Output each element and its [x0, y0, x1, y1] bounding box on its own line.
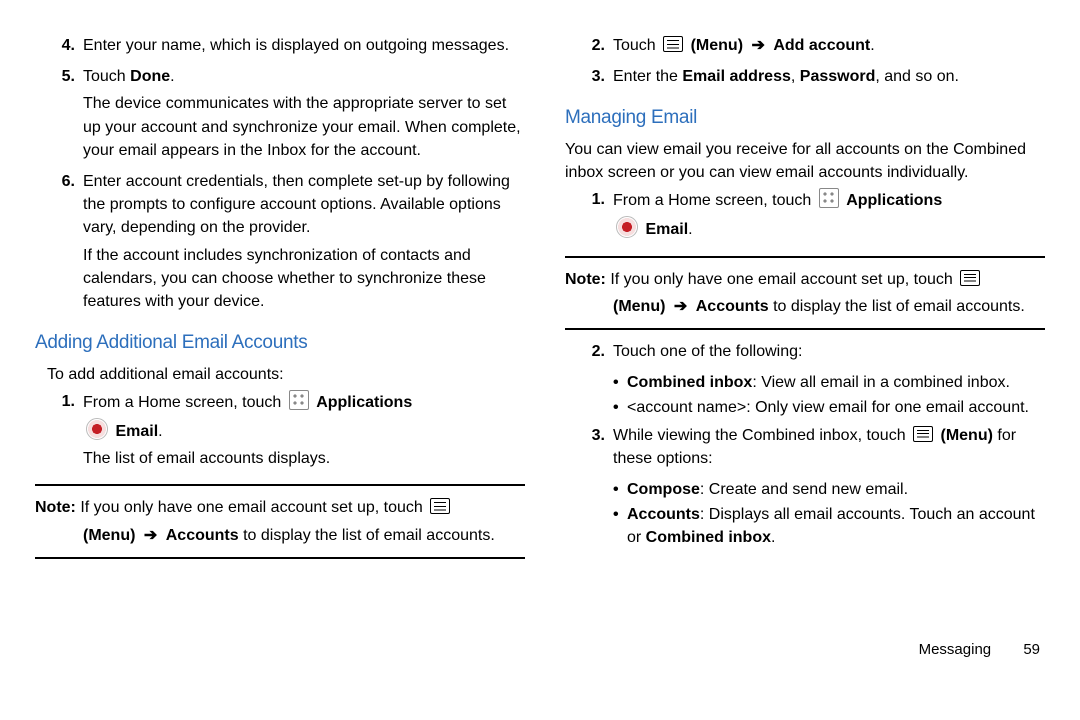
- bullet-text: Combined inbox: View all email in a comb…: [627, 371, 1045, 394]
- step-body: While viewing the Combined inbox, touch …: [613, 424, 1045, 474]
- page-footer: Messaging 59: [919, 641, 1040, 658]
- step-body: Enter your name, which is displayed on o…: [83, 34, 525, 61]
- steps-add: 1.From a Home screen, touch Applications…: [35, 390, 525, 475]
- step-text: Touch (Menu) ➔ Add account.: [613, 34, 1045, 57]
- step: 4. Enter your name, which is displayed on…: [53, 34, 525, 61]
- bullet-mark: •: [613, 478, 627, 501]
- step-body: Touch one of the following:: [613, 340, 1045, 367]
- step-body: From a Home screen, touch Applications E…: [83, 390, 525, 475]
- step-text: While viewing the Combined inbox, touch …: [613, 424, 1045, 470]
- step-body: Enter account credentials, then complete…: [83, 170, 525, 317]
- step-text: If the account includes synchronization …: [83, 244, 525, 314]
- page: 4. Enter your name, which is displayed on…: [0, 0, 1080, 680]
- bullet-item: •Accounts: Displays all email accounts. …: [613, 503, 1045, 549]
- step-body: From a Home screen, touch Applications E…: [613, 188, 1045, 245]
- rule-1: [35, 484, 525, 486]
- note-left-line2: (Menu) ➔ Accounts to display the list of…: [83, 524, 525, 547]
- bullet-text: Accounts: Displays all email accounts. T…: [627, 503, 1045, 549]
- email-icon: [616, 216, 638, 238]
- email-icon: [86, 418, 108, 440]
- step-number: 5.: [53, 65, 75, 166]
- steps-manage2: 2.Touch one of the following:•Combined i…: [565, 340, 1045, 550]
- rule-3: [565, 256, 1045, 258]
- left-column: 4. Enter your name, which is displayed on…: [20, 30, 540, 660]
- step-text: From a Home screen, touch Applications: [83, 390, 525, 414]
- step-number: 1.: [583, 188, 605, 245]
- steps-manage1: 1.From a Home screen, touch Applications…: [565, 188, 1045, 245]
- step: 5. Touch Done. The device communicates wit…: [53, 65, 525, 166]
- apps-icon: [819, 188, 839, 208]
- footer-chapter: Messaging: [919, 641, 992, 658]
- note-right-line1: Note: If you only have one email account…: [565, 268, 1045, 291]
- menu-icon: [960, 270, 980, 286]
- step-number: 2.: [583, 340, 605, 367]
- bullet-item: •<account name>: Only view email for one…: [613, 396, 1045, 419]
- step-text: Email.: [83, 418, 525, 443]
- step-body: Touch Done. The device communicates with …: [83, 65, 525, 166]
- step-text: The device communicates with the appropr…: [83, 92, 525, 162]
- bullet-mark: •: [613, 503, 627, 549]
- apps-icon: [289, 390, 309, 410]
- step-number: 2.: [583, 34, 605, 61]
- menu-icon: [663, 36, 683, 52]
- step: 6.Enter account credentials, then comple…: [53, 170, 525, 317]
- heading-managing-email: Managing Email: [565, 104, 1045, 132]
- rule-4: [565, 328, 1045, 330]
- step: 2. Touch one of the following:: [583, 340, 1045, 367]
- heading-adding-accounts: Adding Additional Email Accounts: [35, 329, 525, 357]
- arrow-icon: ➔: [674, 295, 687, 318]
- intro-managing: You can view email you receive for all a…: [565, 138, 1045, 184]
- step-number: 3.: [583, 65, 605, 92]
- arrow-icon: ➔: [751, 34, 764, 57]
- step-number: 6.: [53, 170, 75, 317]
- step-text: The list of email accounts displays.: [83, 447, 525, 470]
- steps-top-right: 2. Touch (Menu) ➔ Add account. 3. Enter the…: [565, 34, 1045, 92]
- step-body: Touch (Menu) ➔ Add account.: [613, 34, 1045, 61]
- footer-page-number: 59: [1023, 641, 1040, 658]
- step: 2. Touch (Menu) ➔ Add account.: [583, 34, 1045, 61]
- note-left-line1: Note: If you only have one email account…: [35, 496, 525, 519]
- bullet-text: Compose: Create and send new email.: [627, 478, 1045, 501]
- step-number: 1.: [53, 390, 75, 475]
- bullet-item: •Compose: Create and send new email.: [613, 478, 1045, 501]
- step: 1.From a Home screen, touch Applications…: [583, 188, 1045, 245]
- step: 1.From a Home screen, touch Applications…: [53, 390, 525, 475]
- arrow-icon: ➔: [144, 524, 157, 547]
- bullet-mark: •: [613, 396, 627, 419]
- right-column: 2. Touch (Menu) ➔ Add account. 3. Enter the…: [540, 30, 1060, 660]
- step-text: From a Home screen, touch Applications: [613, 188, 1045, 212]
- bullet-text: <account name>: Only view email for one …: [627, 396, 1045, 419]
- step-number: 4.: [53, 34, 75, 61]
- menu-icon: [913, 426, 933, 442]
- step-text: Touch Done.: [83, 65, 525, 88]
- rule-2: [35, 557, 525, 559]
- step: 3.While viewing the Combined inbox, touc…: [583, 424, 1045, 474]
- step-text: Email.: [613, 216, 1045, 241]
- bullet-item: •Combined inbox: View all email in a com…: [613, 371, 1045, 394]
- step-text: Touch one of the following:: [613, 340, 1045, 363]
- step: 3. Enter the Email address, Password, and…: [583, 65, 1045, 92]
- step-body: Enter the Email address, Password, and s…: [613, 65, 1045, 92]
- step-number: 3.: [583, 424, 605, 474]
- menu-icon: [430, 498, 450, 514]
- steps-top-left: 4. Enter your name, which is displayed on…: [35, 34, 525, 317]
- note-right-line2: (Menu) ➔ Accounts to display the list of…: [613, 295, 1045, 318]
- step-text: Enter the Email address, Password, and s…: [613, 65, 1045, 88]
- bullet-mark: •: [613, 371, 627, 394]
- intro-adding: To add additional email accounts:: [47, 363, 525, 386]
- step-text: Enter your name, which is displayed on o…: [83, 34, 525, 57]
- step-text: Enter account credentials, then complete…: [83, 170, 525, 240]
